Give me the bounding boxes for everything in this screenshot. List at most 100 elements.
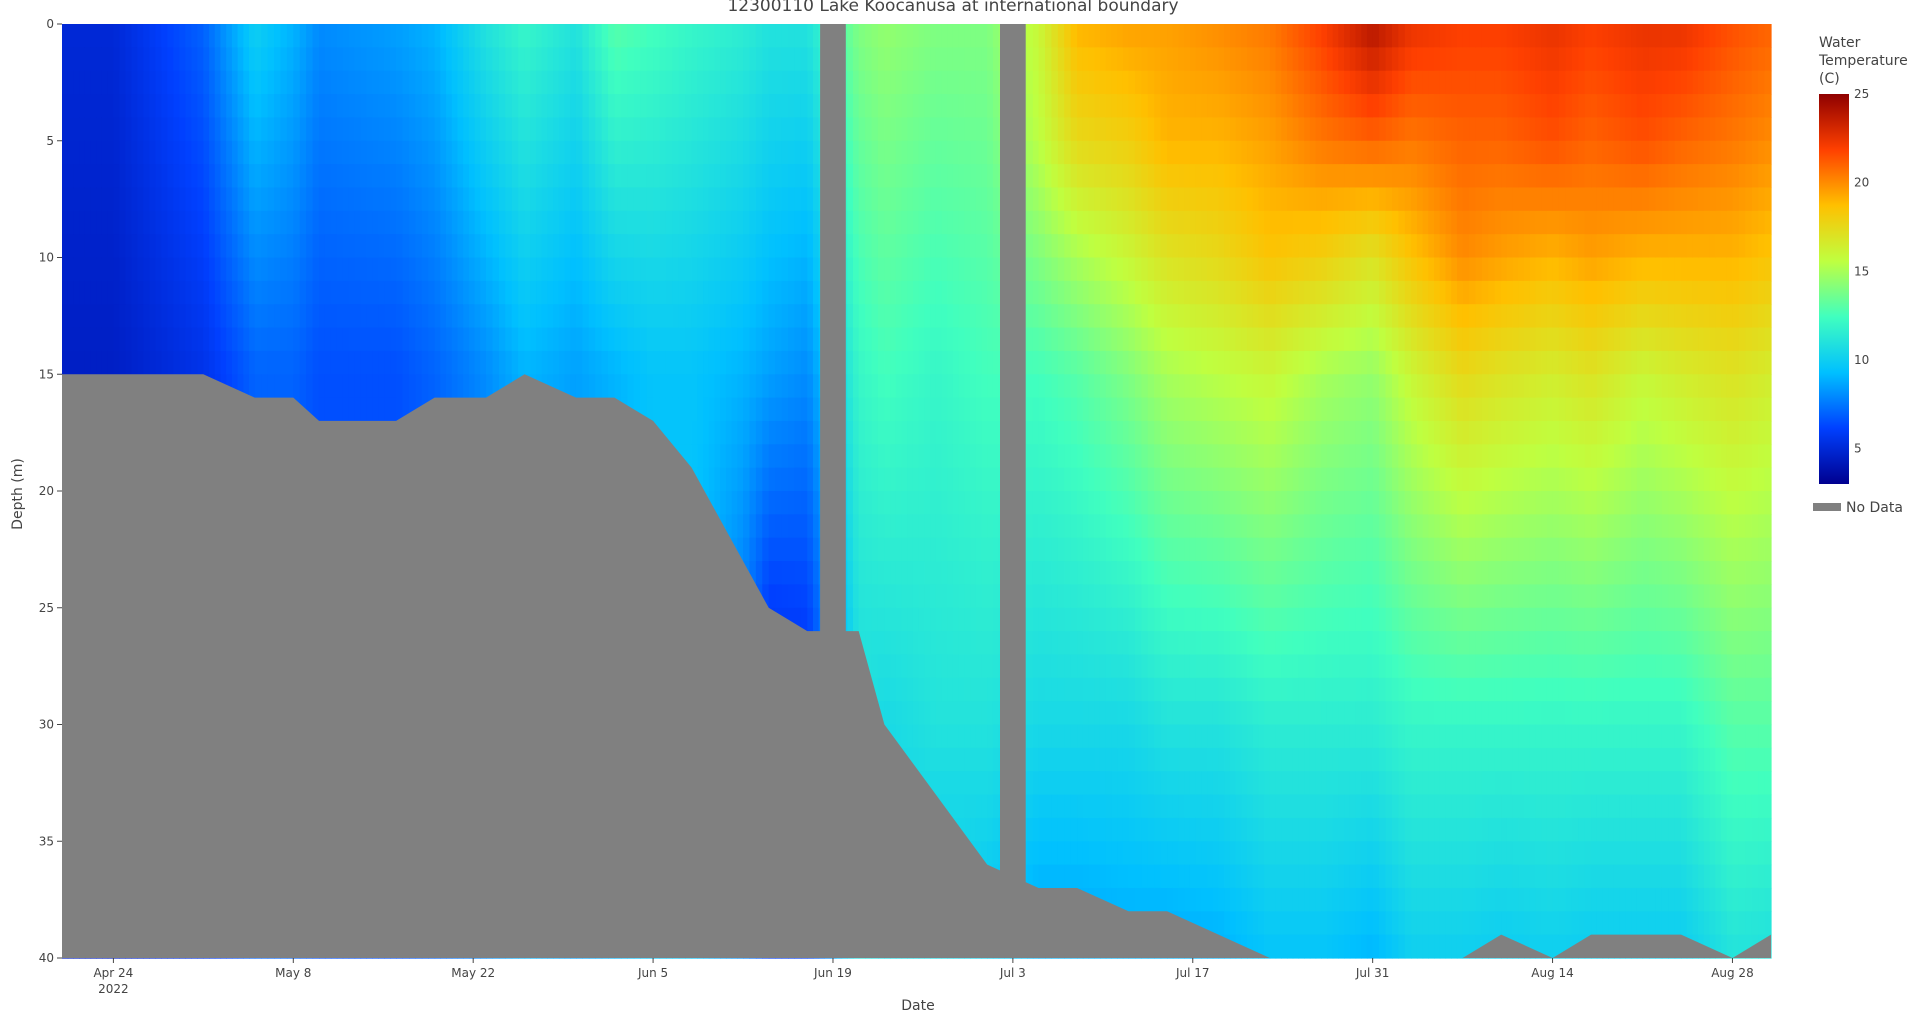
heat-cell [807, 47, 814, 72]
heat-cell [743, 374, 751, 399]
heat-cell [306, 140, 314, 165]
heat-cell [564, 350, 571, 375]
heat-cell [807, 304, 814, 329]
heat-cell [530, 187, 537, 212]
heat-cell [167, 304, 174, 329]
heat-cell [492, 304, 500, 329]
heat-cell [384, 140, 391, 165]
heat-cell [254, 350, 262, 375]
heat-cell [518, 327, 526, 352]
heat-cell [286, 350, 294, 375]
heat-cell [800, 561, 808, 585]
heat-cell [547, 257, 554, 282]
heat-cell [451, 24, 459, 48]
heat-cell [396, 304, 404, 329]
heat-cell [498, 24, 506, 48]
heat-cell [209, 350, 216, 375]
heat-cell [446, 280, 453, 305]
heat-cell [336, 187, 344, 212]
heat-cell [451, 350, 459, 375]
heat-cell [614, 234, 622, 259]
heat-cell [360, 257, 368, 282]
heat-cell [173, 187, 180, 212]
heat-cell [366, 280, 373, 305]
heat-cell [306, 187, 314, 212]
heat-cell [348, 117, 356, 142]
heat-cell [324, 234, 332, 259]
heat-cell [480, 140, 487, 165]
heat-cell [659, 70, 667, 95]
heat-cell [588, 210, 596, 235]
heat-cell [743, 280, 751, 305]
heat-cell [280, 374, 288, 399]
heat-cell [185, 304, 192, 329]
heat-cell [231, 187, 239, 212]
heat-cell [354, 94, 362, 118]
heat-cell [755, 350, 763, 375]
heat-cell [708, 187, 716, 212]
heat-cell [137, 304, 144, 329]
heat-cell [714, 467, 721, 492]
heat-cell [197, 304, 204, 329]
heat-cell [474, 187, 481, 212]
heat-cell [336, 234, 344, 259]
heat-cell [755, 210, 763, 235]
heat-cell [800, 514, 808, 539]
heat-cell [440, 374, 447, 399]
heat-cell [231, 210, 239, 235]
heat-cell [468, 187, 476, 212]
heat-cell [714, 187, 721, 212]
heat-cell [73, 327, 80, 352]
heat-cell [446, 164, 453, 189]
heat-cell [714, 257, 721, 282]
heat-cell [446, 70, 453, 95]
heat-cell [372, 397, 379, 422]
heat-cell [446, 234, 453, 259]
heat-cell [800, 257, 808, 282]
heat-cell [781, 537, 789, 562]
heat-cell [755, 24, 763, 48]
heat-cell [659, 280, 667, 305]
heat-cell [209, 280, 216, 305]
heat-cell [474, 350, 481, 375]
heat-cell [518, 164, 526, 189]
heat-cell [781, 280, 789, 305]
heat-cell [678, 257, 686, 282]
heat-cell [306, 280, 314, 305]
heat-cell [197, 257, 204, 282]
heat-cell [474, 47, 481, 72]
heat-cell [678, 140, 686, 165]
heat-cell [653, 117, 661, 142]
heat-cell [518, 140, 526, 165]
heat-cell [107, 24, 114, 48]
heat-cell [678, 280, 686, 305]
heat-cell [492, 94, 500, 118]
heat-cell [390, 397, 397, 422]
heat-cell [665, 327, 673, 352]
heat-cell [390, 164, 397, 189]
heat-cell [725, 397, 733, 422]
heat-cell [396, 70, 404, 95]
heat-cell [755, 280, 763, 305]
heat-cell [762, 164, 770, 189]
heat-cell [173, 140, 180, 165]
heat-cell [161, 187, 168, 212]
heat-cell [640, 187, 648, 212]
heat-cell [378, 374, 385, 399]
heat-cell [293, 257, 301, 282]
heat-cell [336, 210, 344, 235]
heat-cell [468, 140, 476, 165]
heat-cell [451, 374, 459, 399]
heat-cell [179, 94, 186, 118]
heat-cell [67, 257, 75, 282]
heat-cell [384, 280, 391, 305]
heat-cell [762, 70, 770, 95]
heat-cell [451, 117, 459, 142]
heat-cell [518, 257, 526, 282]
heat-cell [96, 210, 103, 235]
heat-cell [474, 117, 481, 142]
heat-cell [336, 327, 344, 352]
heat-cell [553, 140, 560, 165]
heat-cell [737, 257, 744, 282]
heat-cell [342, 397, 350, 422]
